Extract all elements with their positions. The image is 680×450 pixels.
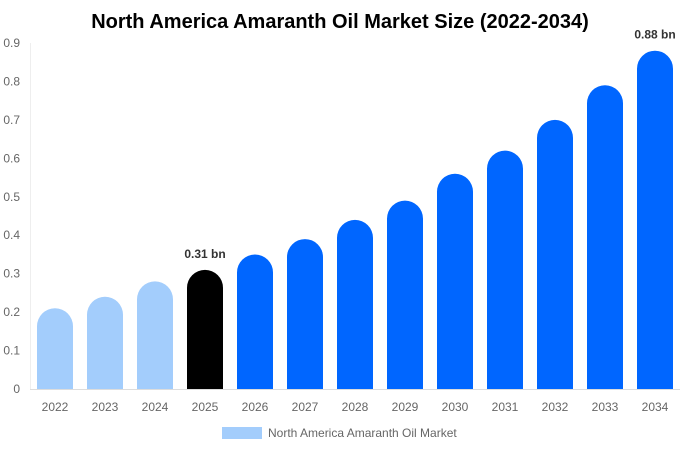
legend-label: North America Amaranth Oil Market xyxy=(268,426,457,440)
bar-2030 xyxy=(437,173,473,389)
x-tick-label: 2022 xyxy=(42,400,69,414)
bar-2029 xyxy=(387,200,423,389)
chart-title: North America Amaranth Oil Market Size (… xyxy=(91,11,589,33)
y-tick-label: 0.8 xyxy=(3,74,20,88)
bar-2022 xyxy=(37,308,73,389)
bar-2027 xyxy=(287,239,323,389)
x-tick-label: 2034 xyxy=(642,400,669,414)
x-tick-label: 2033 xyxy=(592,400,619,414)
x-tick-label: 2025 xyxy=(192,400,219,414)
y-tick-label: 0.4 xyxy=(3,228,20,242)
bar-2028 xyxy=(337,219,373,389)
y-tick-label: 0.6 xyxy=(3,151,20,165)
y-tick-label: 0.1 xyxy=(3,344,20,358)
bar-2034 xyxy=(637,50,673,389)
x-tick-label: 2028 xyxy=(342,400,369,414)
x-tick-label: 2029 xyxy=(392,400,419,414)
data-label: 0.31 bn xyxy=(184,247,225,261)
x-tick-label: 2027 xyxy=(292,400,319,414)
bar-2024 xyxy=(137,281,173,389)
x-tick-label: 2024 xyxy=(142,400,169,414)
x-tick-label: 2032 xyxy=(542,400,569,414)
y-tick-label: 0.9 xyxy=(3,36,20,50)
x-tick-label: 2026 xyxy=(242,400,269,414)
bar-2033 xyxy=(587,85,623,390)
legend-swatch xyxy=(222,427,262,439)
x-tick-label: 2031 xyxy=(492,400,519,414)
bar-2026 xyxy=(237,254,273,389)
x-tick-label: 2023 xyxy=(92,400,119,414)
bar-2025 xyxy=(187,269,223,389)
y-tick-label: 0.2 xyxy=(3,305,20,319)
y-tick-label: 0.3 xyxy=(3,267,20,281)
y-tick-label: 0.7 xyxy=(3,113,20,127)
data-label: 0.88 bn xyxy=(634,28,675,42)
bar-2031 xyxy=(487,150,523,389)
bar-2032 xyxy=(537,119,573,389)
y-tick-label: 0.5 xyxy=(3,190,20,204)
y-tick-label: 0 xyxy=(13,382,20,396)
bar-2023 xyxy=(87,296,123,389)
x-tick-label: 2030 xyxy=(442,400,469,414)
